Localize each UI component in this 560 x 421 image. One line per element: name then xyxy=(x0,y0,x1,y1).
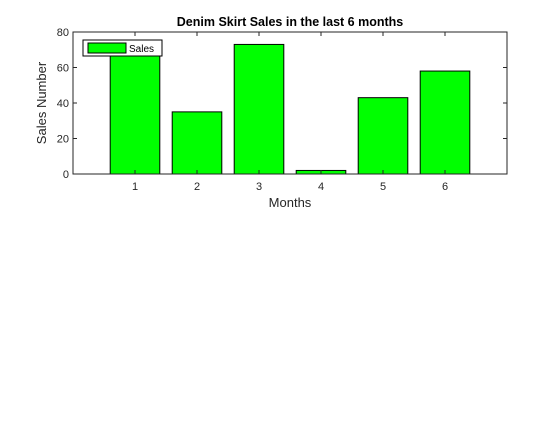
y-tick-label-0: 0 xyxy=(63,169,69,181)
bar-month-3 xyxy=(233,43,285,175)
y-tick-label-80: 80 xyxy=(57,27,69,39)
x-tick-label-4: 4 xyxy=(318,181,324,193)
x-tick-label-2: 2 xyxy=(194,181,200,193)
x-tick-label-1: 1 xyxy=(132,181,138,193)
chart-title: Denim Skirt Sales in the last 6 months xyxy=(177,15,404,29)
y-tick-label-20: 20 xyxy=(57,134,69,146)
y-tick-label-60: 60 xyxy=(57,63,69,75)
bar-month-2 xyxy=(171,111,223,175)
bar-month-6 xyxy=(419,70,471,175)
x-tick-label-3: 3 xyxy=(256,181,262,193)
bar-month-1 xyxy=(109,51,161,175)
x-axis-label: Months xyxy=(269,195,312,210)
y-axis-label: Sales Number xyxy=(34,61,49,144)
legend: Sales xyxy=(82,39,163,57)
bars-group xyxy=(109,43,471,175)
legend-label: Sales xyxy=(129,44,154,55)
legend-swatch xyxy=(87,42,127,54)
y-tick-label-40: 40 xyxy=(57,98,69,110)
x-tick-label-5: 5 xyxy=(380,181,386,193)
bar-month-5 xyxy=(357,97,409,175)
x-tick-label-6: 6 xyxy=(442,181,448,193)
